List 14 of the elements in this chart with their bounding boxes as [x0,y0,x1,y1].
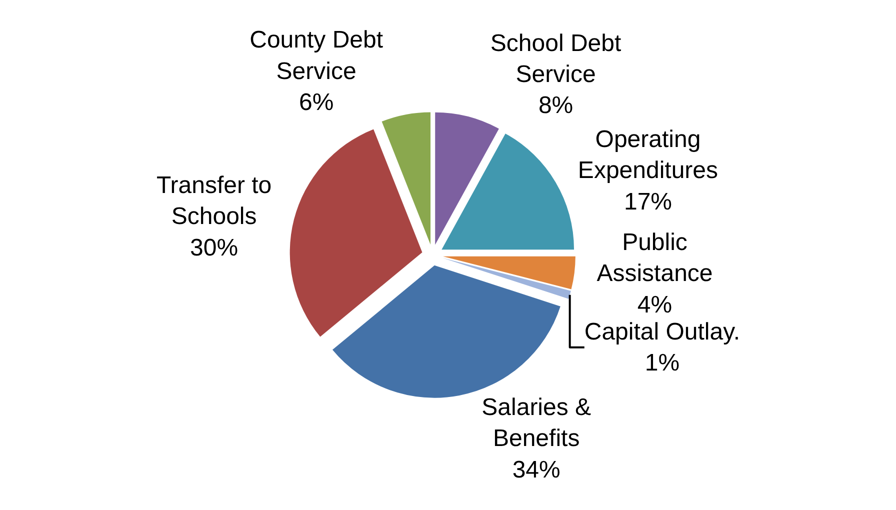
slice-label: Salaries & Benefits [482,394,592,452]
slice-label: School Debt Service [490,30,622,88]
data-label: 30% [190,234,238,262]
data-label: 4% [637,291,672,318]
slice-label: County Debt Service [250,26,384,85]
data-label: 6% [298,89,334,116]
slice-label: Operating Expenditures [578,126,718,184]
slice-label: Capital Outlay. [584,318,740,346]
data-label: 1% [644,350,680,377]
slice-label: Public Assistance [596,228,713,288]
data-label: 8% [538,92,574,120]
slice-label: Transfer to Schools [156,172,272,230]
data-label: 34% [512,456,560,484]
data-label: 17% [624,188,672,216]
